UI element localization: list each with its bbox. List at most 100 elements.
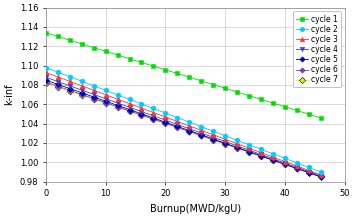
cycle 7 (307, 170, 311, 173)
cycle 5 (68, 87, 72, 90)
cycle 6 (259, 155, 263, 158)
cycle 4 (199, 132, 203, 134)
cycle 7 (295, 167, 299, 169)
cycle 5 (92, 96, 96, 98)
cycle 6 (295, 167, 299, 170)
cycle 2 (235, 139, 239, 141)
cycle 2 (115, 94, 120, 96)
cycle 4 (56, 80, 60, 83)
cycle 5 (307, 171, 311, 174)
cycle 1 (175, 72, 179, 75)
cycle 2 (199, 125, 203, 128)
cycle 7 (92, 98, 96, 100)
cycle 2 (295, 162, 299, 164)
cycle 6 (127, 110, 132, 112)
cycle 3 (80, 85, 84, 87)
cycle 6 (199, 134, 203, 137)
cycle 1 (68, 39, 72, 41)
cycle 3 (307, 169, 311, 172)
cycle 7 (223, 142, 227, 145)
cycle 2 (187, 121, 192, 123)
cycle 1 (115, 54, 120, 56)
cycle 6 (139, 114, 144, 116)
cycle 4 (223, 140, 227, 143)
cycle 5 (283, 163, 287, 165)
cycle 1 (103, 50, 108, 53)
cycle 7 (199, 134, 203, 137)
cycle 7 (235, 146, 239, 149)
cycle 3 (151, 111, 155, 114)
cycle 6 (223, 143, 227, 145)
cycle 4 (103, 97, 108, 100)
cycle 2 (80, 80, 84, 83)
cycle 7 (139, 114, 144, 117)
cycle 5 (80, 92, 84, 94)
cycle 2 (56, 71, 60, 73)
cycle 5 (56, 83, 60, 86)
cycle 6 (115, 106, 120, 108)
Legend: cycle 1, cycle 2, cycle 3, cycle 4, cycle 5, cycle 6, cycle 7: cycle 1, cycle 2, cycle 3, cycle 4, cycl… (293, 12, 341, 87)
cycle 5 (199, 133, 203, 136)
cycle 4 (44, 76, 48, 78)
cycle 4 (151, 114, 155, 117)
cycle 3 (103, 93, 108, 96)
cycle 6 (247, 151, 251, 153)
cycle 3 (223, 138, 227, 141)
cycle 1 (235, 91, 239, 93)
cycle 2 (175, 116, 179, 119)
cycle 3 (235, 142, 239, 145)
cycle 6 (319, 175, 323, 178)
cycle 2 (92, 84, 96, 87)
cycle 3 (163, 116, 167, 118)
cycle 5 (247, 150, 251, 153)
cycle 3 (295, 165, 299, 167)
Line: cycle 3: cycle 3 (44, 70, 323, 177)
cycle 6 (56, 85, 60, 87)
cycle 3 (211, 133, 215, 136)
cycle 1 (295, 109, 299, 112)
cycle 4 (295, 166, 299, 169)
cycle 1 (139, 61, 144, 64)
cycle 5 (44, 79, 48, 82)
cycle 5 (295, 167, 299, 170)
cycle 2 (163, 112, 167, 114)
cycle 5 (223, 142, 227, 145)
cycle 5 (163, 121, 167, 123)
cycle 5 (127, 108, 132, 111)
cycle 2 (151, 107, 155, 110)
cycle 5 (115, 104, 120, 107)
cycle 3 (259, 151, 263, 154)
cycle 2 (283, 157, 287, 160)
cycle 2 (271, 153, 275, 155)
cycle 3 (68, 80, 72, 83)
Line: cycle 6: cycle 6 (44, 80, 323, 179)
cycle 1 (211, 83, 215, 86)
Line: cycle 4: cycle 4 (44, 75, 323, 178)
cycle 3 (187, 124, 192, 127)
cycle 4 (307, 170, 311, 173)
cycle 5 (271, 159, 275, 161)
cycle 6 (307, 171, 311, 174)
cycle 4 (80, 89, 84, 91)
cycle 7 (115, 106, 120, 109)
cycle 6 (103, 101, 108, 104)
cycle 4 (259, 153, 263, 156)
cycle 7 (80, 94, 84, 97)
cycle 4 (211, 136, 215, 139)
cycle 7 (259, 154, 263, 157)
cycle 7 (44, 82, 48, 84)
cycle 7 (187, 130, 192, 133)
Line: cycle 5: cycle 5 (44, 78, 323, 179)
cycle 7 (211, 138, 215, 141)
cycle 4 (271, 157, 275, 160)
cycle 7 (151, 118, 155, 121)
cycle 2 (319, 171, 323, 173)
cycle 4 (139, 110, 144, 113)
cycle 2 (223, 134, 227, 137)
cycle 4 (68, 85, 72, 87)
cycle 4 (319, 175, 323, 177)
cycle 2 (127, 98, 132, 101)
cycle 2 (211, 130, 215, 133)
cycle 7 (319, 175, 323, 177)
cycle 1 (44, 31, 48, 34)
